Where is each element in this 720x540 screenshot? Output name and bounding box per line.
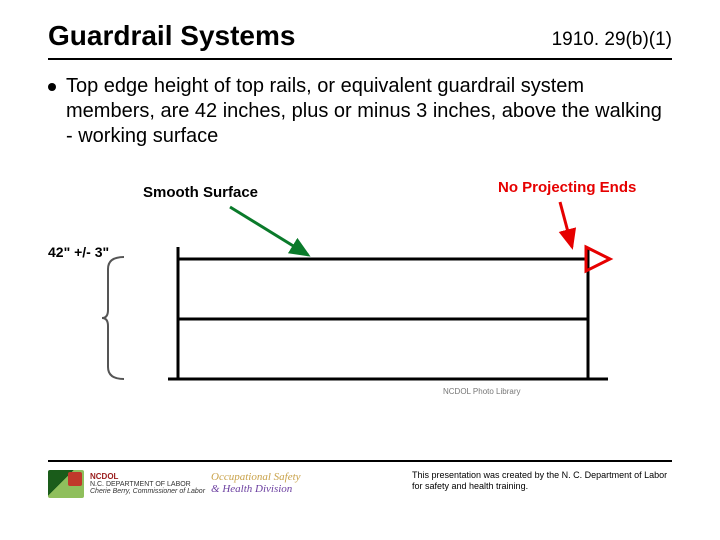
- footer: NCDOL N.C. DEPARTMENT OF LABOR Cherie Be…: [48, 470, 672, 498]
- bullet-icon: [48, 83, 56, 91]
- height-dimension-label: 42" +/- 3": [48, 244, 109, 260]
- bullet-list: Top edge height of top rails, or equival…: [0, 60, 720, 149]
- ncdol-logo: NCDOL N.C. DEPARTMENT OF LABOR Cherie Be…: [48, 470, 301, 498]
- image-caption: NCDOL Photo Library: [443, 387, 521, 396]
- commissioner-label: Cherie Berry, Commissioner of Labor: [90, 488, 205, 495]
- guardrail-diagram: Smooth Surface No Projecting Ends 42" +/…: [48, 169, 672, 409]
- regulation-code: 1910. 29(b)(1): [552, 29, 672, 51]
- logo-label: NCDOL: [90, 473, 205, 481]
- logo-graphic: [48, 470, 84, 498]
- smooth-surface-label: Smooth Surface: [143, 184, 258, 201]
- slide-title: Guardrail Systems: [48, 20, 295, 52]
- no-projecting-ends-label: No Projecting Ends: [498, 179, 636, 196]
- osh-line2: & Health Division: [211, 484, 301, 496]
- osh-division-label: Occupational Safety & Health Division: [211, 472, 301, 495]
- diagram-svg: [48, 169, 672, 409]
- bullet-text: Top edge height of top rails, or equival…: [66, 74, 672, 149]
- footer-note: This presentation was created by the N. …: [412, 470, 672, 492]
- logo-sublabel: N.C. DEPARTMENT OF LABOR: [90, 481, 205, 488]
- footer-divider: [48, 460, 672, 462]
